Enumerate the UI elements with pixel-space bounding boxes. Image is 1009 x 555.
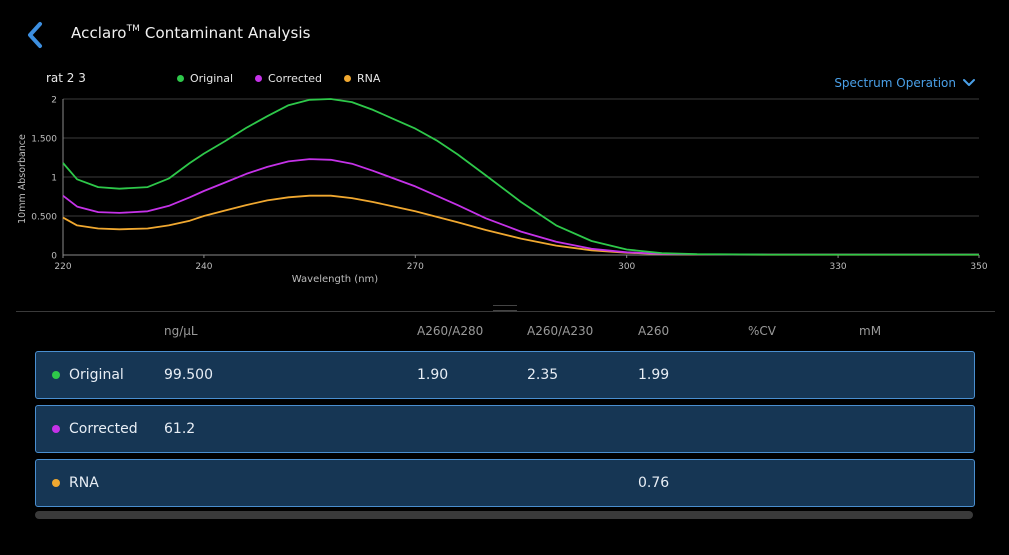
series-line-rna — [62, 194, 979, 256]
col-header-ng: ng/µL — [164, 324, 198, 338]
page-title: AcclaroTM Contaminant Analysis — [71, 24, 311, 42]
cell-ng: 61.2 — [164, 421, 196, 437]
table-row-corrected[interactable]: Corrected 61.2 — [35, 405, 975, 453]
section-divider — [16, 311, 995, 312]
col-header-a260: A260 — [638, 324, 670, 338]
y-axis-label: 10mm Absorbance — [17, 134, 28, 224]
title-trademark: TM — [126, 24, 141, 34]
spectrum-operation-dropdown[interactable]: Spectrum Operation — [834, 76, 975, 90]
x-axis-label: Wavelength (nm) — [292, 274, 378, 285]
x-tick-label: 330 — [829, 262, 846, 272]
cell-a260-a280: 1.90 — [417, 367, 449, 383]
y-tick-label: 1 — [51, 174, 57, 184]
chevron-left-icon — [28, 22, 42, 48]
chevron-down-icon — [963, 79, 975, 86]
spectrum-chart: 0 0.500 1 1.500 2 220 240 270 300 330 350 Wavelengt… — [17, 96, 988, 286]
sample-name: rat 2 3 — [46, 71, 86, 85]
title-rest: Contaminant Analysis — [140, 24, 311, 42]
col-header-mm: mM — [859, 324, 882, 338]
y-tick-label: 1.500 — [31, 135, 57, 145]
header: AcclaroTM Contaminant Analysis — [0, 0, 1009, 66]
cell-a260: 1.99 — [638, 367, 670, 383]
series-line-corrected — [62, 158, 979, 256]
row-name: Original — [69, 367, 124, 383]
table-row-original[interactable]: Original 99.500 1.90 2.35 1.99 — [35, 351, 975, 399]
legend-label-corrected: Corrected — [268, 72, 322, 85]
legend-item-rna: RNA — [343, 72, 381, 85]
legend-label-original: Original — [190, 72, 234, 85]
table-row-rna[interactable]: RNA 0.76 — [35, 459, 975, 507]
legend-dot-corrected — [255, 75, 263, 82]
spectrum-operation-label: Spectrum Operation — [834, 76, 956, 90]
legend-item-corrected: Corrected — [255, 72, 322, 85]
chart-legend: Original Corrected RNA — [177, 72, 402, 85]
row-dot-rna — [52, 479, 60, 487]
resize-handle[interactable] — [493, 305, 517, 311]
series-line-original — [62, 98, 979, 256]
legend-item-original: Original — [177, 72, 233, 85]
col-header-a260-a280: A260/A280 — [417, 324, 484, 338]
y-tick-label: 0 — [51, 252, 57, 262]
x-tick-label: 220 — [54, 262, 71, 272]
legend-dot-original — [177, 75, 184, 82]
cell-a260: 0.76 — [638, 475, 670, 491]
row-dot-original — [52, 371, 60, 379]
x-tick-label: 270 — [407, 262, 424, 272]
legend-dot-rna — [343, 75, 351, 82]
row-name: Corrected — [69, 421, 138, 437]
x-tick-label: 240 — [195, 262, 212, 272]
row-dot-corrected — [52, 425, 60, 433]
cell-ng: 99.500 — [164, 367, 213, 383]
table-header: ng/µL A260/A280 A260/A230 A260 %CV mM — [0, 322, 1009, 342]
y-tick-label: 2 — [51, 96, 57, 106]
col-header-a260-a230: A260/A230 — [527, 324, 594, 338]
col-header-cv: %CV — [748, 324, 776, 338]
title-main: Acclaro — [71, 24, 127, 42]
horizontal-scrollbar[interactable] — [35, 511, 973, 519]
x-tick-label: 350 — [970, 262, 987, 272]
row-name: RNA — [69, 475, 99, 491]
cell-a260-a230: 2.35 — [527, 367, 559, 383]
legend-label-rna: RNA — [356, 72, 381, 85]
y-tick-label: 0.500 — [31, 213, 57, 223]
back-button[interactable] — [22, 20, 50, 50]
x-tick-label: 300 — [618, 262, 635, 272]
